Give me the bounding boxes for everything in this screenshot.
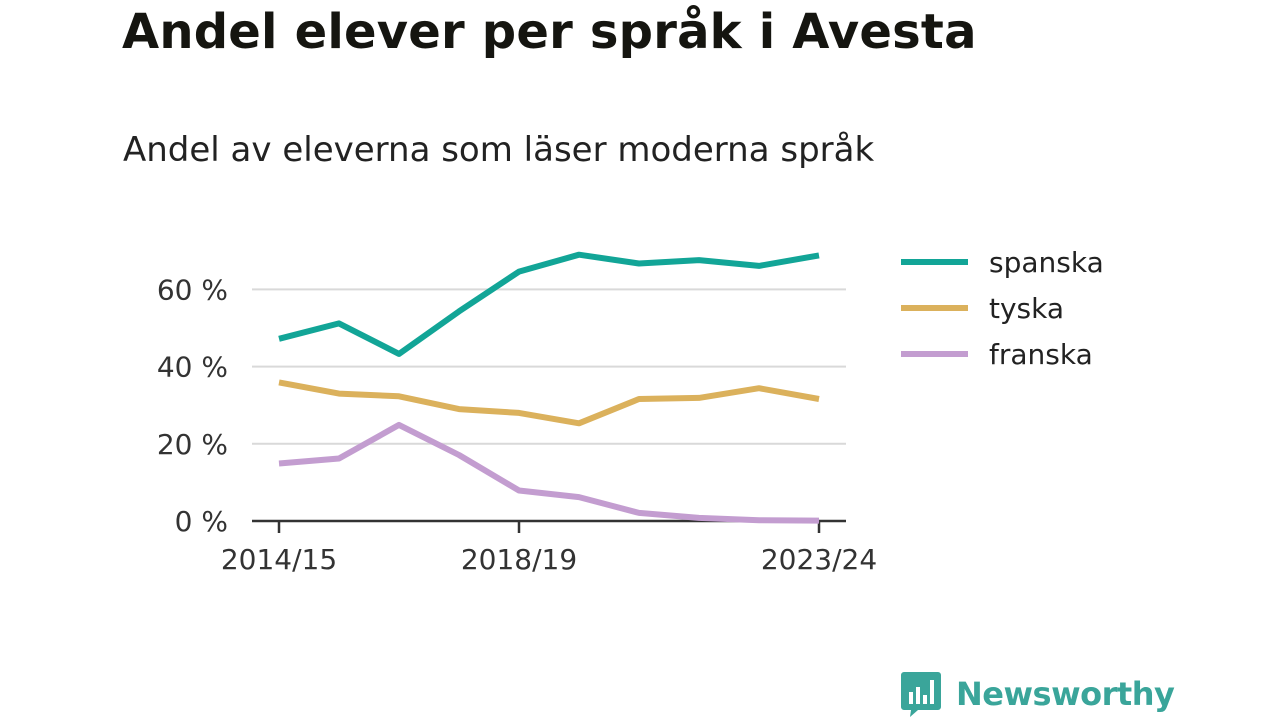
gridlines [252,288,846,445]
y-tick-label: 60 % [157,273,228,306]
newsworthy-logo: Newsworthy [900,668,1175,720]
series-line-franska [278,421,820,524]
legend-label-franska: franska [989,338,1093,371]
series-line-spanska [278,251,820,357]
brand-name: Newsworthy [956,675,1175,713]
x-tick-label: 2018/19 [461,543,577,576]
y-axis-tick-labels: 0 % 20 % 40 % 60 % [157,273,228,538]
series-line-tyska [278,379,820,427]
newsworthy-chart-icon [901,672,941,717]
legend-label-spanska: spanska [989,246,1104,279]
series-lines [278,251,820,524]
x-axis-tick-labels: 2014/15 2018/19 2023/24 [221,543,877,576]
legend-label-tyska: tyska [989,292,1064,325]
y-tick-label: 20 % [157,428,228,461]
x-tick-label: 2014/15 [221,543,337,576]
y-tick-label: 0 % [175,505,228,538]
y-tick-label: 40 % [157,351,228,384]
chart-title: Andel elever per språk i Avesta [122,4,977,60]
legend: spanska tyska franska [901,246,1104,371]
chart-subtitle: Andel av eleverna som läser moderna språ… [123,130,875,170]
x-tick-label: 2023/24 [761,543,877,576]
